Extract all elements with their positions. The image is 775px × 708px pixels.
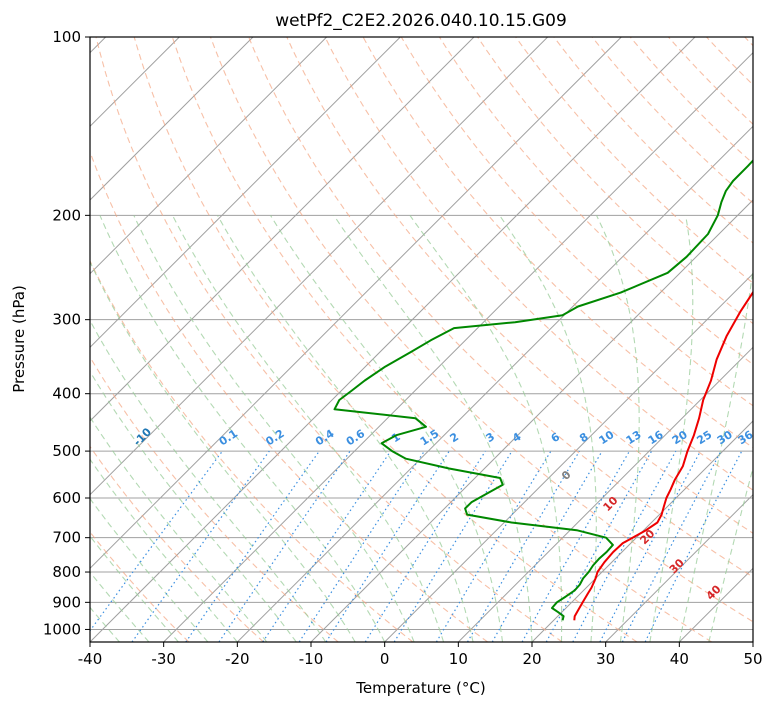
isotherm-line — [90, 37, 401, 349]
isotherm-line — [752, 641, 753, 642]
moist-adiabat-line — [649, 215, 694, 642]
mixing-ratio-line — [572, 450, 677, 642]
y-tick-label: 600 — [52, 489, 81, 507]
x-tick-label: -20 — [225, 650, 250, 668]
y-tick-label: 400 — [52, 385, 81, 403]
moist-adiabat-line — [90, 497, 209, 642]
temperature-profile-line — [573, 290, 753, 621]
dry-adiabat-line — [133, 37, 638, 642]
y-tick-label: 700 — [52, 529, 81, 547]
moist-adiabat-line — [499, 214, 597, 642]
y-tick-label: 100 — [52, 28, 81, 46]
plot-background — [90, 37, 753, 642]
mixing-ratio-label: 36 — [736, 428, 756, 447]
isotherm-line — [163, 51, 753, 642]
moist-adiabat-line — [596, 215, 640, 642]
moist-adiabat-line — [133, 215, 415, 642]
dry-adiabat-line — [90, 259, 414, 642]
dry-adiabat-line — [515, 37, 753, 284]
moist-adiabat-line — [90, 416, 268, 642]
moist-adiabat-line — [172, 215, 445, 642]
y-tick-label: 300 — [52, 311, 81, 329]
x-tick-label: 10 — [449, 650, 468, 668]
moist-adiabat-line — [90, 370, 297, 642]
y-tick-label: 1000 — [43, 620, 81, 638]
dry-adiabat-line — [286, 37, 753, 534]
isotherm-line — [90, 37, 622, 570]
moist-adiabat-line — [90, 458, 238, 642]
dry-adiabat-line — [324, 37, 753, 491]
x-tick-label: 40 — [670, 650, 689, 668]
moist-adiabat-line — [90, 260, 356, 642]
isotherm-line — [605, 493, 753, 642]
axis-layer: -40 -30 -20 -10 0 10 20 30 40 50 100 200 300 400 500 60… — [43, 28, 763, 668]
moist-adiabat-line — [333, 214, 533, 642]
y-tick-label: 500 — [52, 442, 81, 460]
moist-adiabat-line — [99, 215, 386, 642]
mixing-ratio-line — [218, 450, 351, 642]
dry-adiabat-line — [90, 445, 264, 642]
x-tick-label: -30 — [151, 650, 176, 668]
isotherm-line — [90, 37, 475, 422]
dewpoint-profile-line — [333, 159, 753, 621]
isotherm-line — [90, 37, 254, 201]
y-tick-label: 800 — [52, 563, 81, 581]
mixing-ratio-line — [393, 450, 513, 642]
y-tick-label: 200 — [52, 206, 81, 224]
x-tick-label: -40 — [78, 650, 103, 668]
chart-title: wetPf2_C2E2.2026.040.10.15.G09 — [275, 11, 567, 31]
isotherm-line — [90, 37, 549, 496]
x-tick-label: 0 — [380, 650, 390, 668]
isotherm-line — [384, 272, 753, 642]
y-tick-label: 900 — [52, 593, 81, 611]
x-tick-label: -10 — [299, 650, 324, 668]
x-tick-label: 30 — [596, 650, 615, 668]
y-axis-label: Pressure (hPa) — [10, 285, 28, 393]
mixing-ratio-line — [435, 450, 552, 642]
moist-adiabat-line — [217, 215, 474, 642]
mixing-ratio-line — [298, 450, 425, 642]
moist-adiabat-line — [90, 319, 327, 642]
dry-adiabat-line — [248, 37, 753, 578]
profile-layer — [333, 159, 753, 621]
isotherm-line — [90, 37, 696, 642]
mixing-ratio-line — [466, 450, 580, 642]
x-tick-label: 20 — [522, 650, 541, 668]
grid-layer — [90, 37, 753, 642]
mixing-ratio-line — [325, 450, 450, 642]
isotherm-line — [90, 37, 328, 275]
isotherm-line — [236, 125, 753, 642]
x-tick-label: 50 — [743, 650, 762, 668]
moist-adiabat-line — [678, 265, 753, 642]
plot-frame — [89, 36, 754, 643]
mixing-ratio-line — [185, 450, 320, 642]
dry-adiabat-line — [209, 37, 753, 623]
x-axis-label: Temperature (°C) — [355, 679, 485, 697]
moist-adiabat-line — [270, 215, 504, 642]
moist-adiabat-line — [409, 214, 563, 642]
dry-adiabat-line — [95, 37, 563, 642]
mixing-ratio-line — [364, 450, 486, 642]
mixing-ratio-line — [599, 450, 702, 642]
mixing-ratio-line — [262, 450, 392, 642]
dry-adiabat-label: -30 — [0, 365, 1, 388]
